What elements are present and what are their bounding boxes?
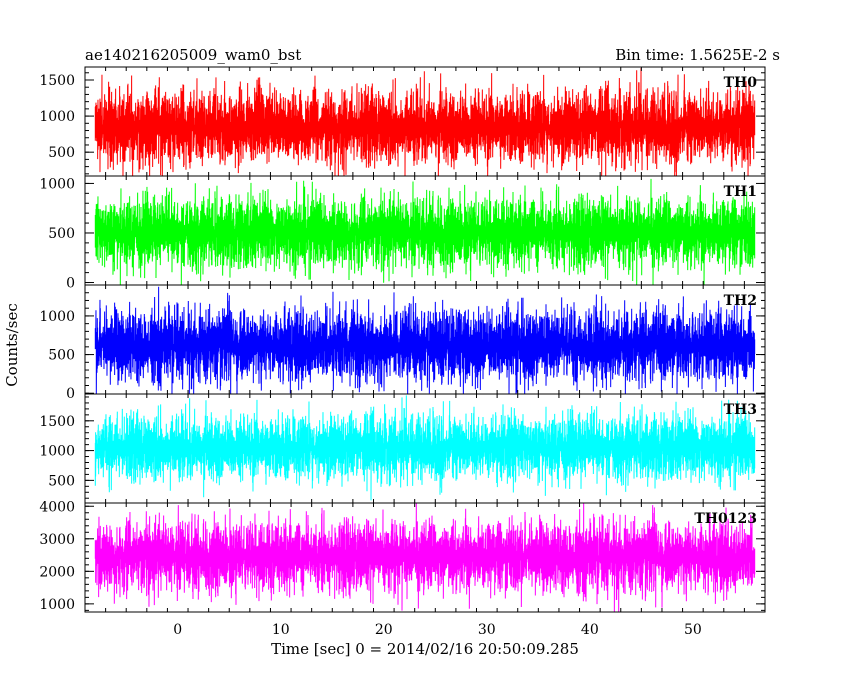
x-tick-label: 20 [375, 622, 393, 638]
y-tick-label: 500 [48, 473, 75, 489]
x-tick-label: 40 [581, 622, 599, 638]
y-tick-label: 0 [66, 276, 75, 292]
y-tick-label: 1500 [39, 414, 75, 430]
panel-label: TH0 [724, 75, 758, 91]
y-tick-label: 500 [48, 226, 75, 242]
panel-label: TH3 [724, 402, 757, 418]
y-tick-label: 500 [48, 145, 75, 161]
series-th3 [94, 395, 756, 501]
panel-frame [84, 502, 766, 613]
y-tick-label: 1000 [39, 109, 75, 125]
x-tick-label: 0 [173, 622, 182, 638]
panel-th0: 500 1000 1500 TH0 [39, 66, 766, 177]
series-th0 [94, 67, 756, 176]
panel-label: TH0123 [694, 511, 757, 527]
panel-th0123: 1000 2000 3000 4000 TH0123 [39, 499, 766, 613]
y-tick-label: 0 [66, 386, 75, 402]
y-tick-label: 2000 [39, 564, 75, 580]
series-th0123 [94, 503, 756, 612]
y-tick-label: 1000 [39, 597, 75, 613]
y-tick-label: 1000 [39, 444, 75, 460]
chart-title: ae140216205009_wam0_bst [85, 46, 301, 64]
series-th1 [94, 178, 756, 285]
y-tick-label: 1500 [39, 73, 75, 89]
y-axis-label: Counts/sec [3, 303, 21, 387]
x-tick-label: 10 [272, 622, 290, 638]
panel-th3: 500 1000 1500 TH3 [39, 393, 766, 504]
y-tick-label: 1000 [39, 176, 75, 192]
x-axis-label: Time [sec] 0 = 2014/02/16 20:50:09.285 [271, 640, 579, 658]
y-tick-label: 4000 [39, 499, 75, 515]
series-th2 [94, 286, 756, 394]
panel-th2: 0 500 1000 TH2 [39, 284, 766, 402]
y-tick-label: 1000 [39, 309, 75, 325]
y-tick-label: 500 [48, 348, 75, 364]
panel-label: TH2 [724, 293, 757, 309]
panel-label: TH1 [724, 184, 757, 200]
panel-th1: 0 500 1000 TH1 [39, 175, 766, 292]
y-tick-label: 3000 [39, 532, 75, 548]
x-tick-label: 50 [684, 622, 702, 638]
x-tick-label: 30 [478, 622, 496, 638]
bin-time-label: Bin time: 1.5625E-2 s [615, 46, 780, 64]
